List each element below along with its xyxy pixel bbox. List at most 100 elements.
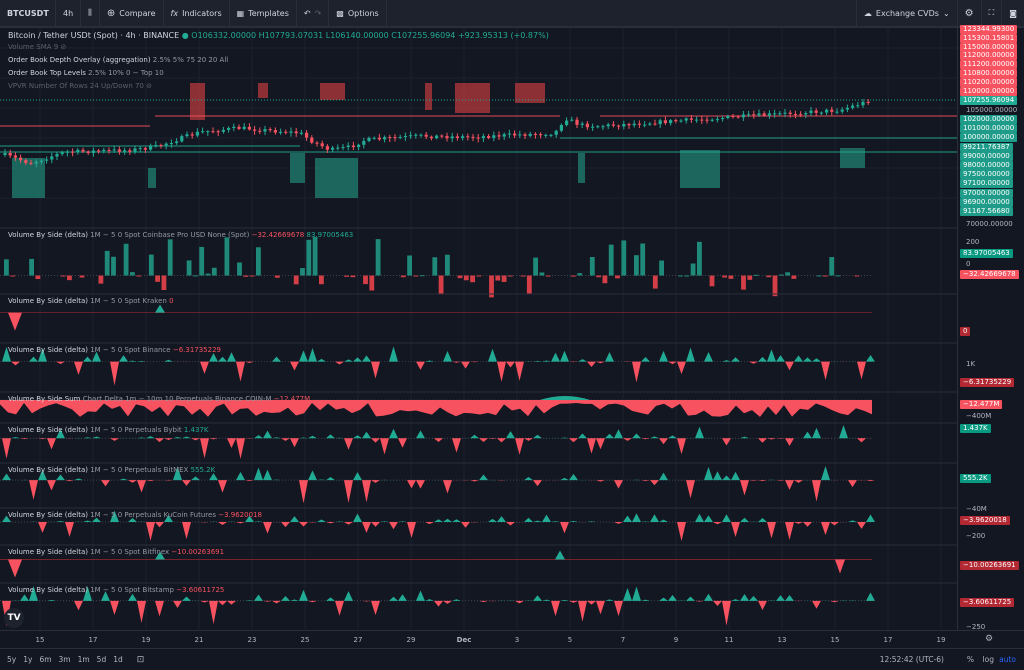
delta-spike	[371, 361, 380, 379]
delta-spike	[173, 466, 182, 481]
indicators-button[interactable]: fx Indicators	[164, 0, 230, 26]
delta-spike	[155, 551, 165, 560]
gear-icon: ⚙	[964, 7, 974, 19]
candle	[523, 134, 527, 136]
snapshot-button[interactable]: ◙	[1002, 0, 1024, 26]
candle	[747, 114, 751, 116]
range-1y[interactable]: 1y	[23, 655, 33, 664]
range-3m[interactable]: 3m	[58, 655, 71, 664]
last-price-label: 107255.96094	[960, 96, 1018, 105]
range-5y[interactable]: 5y	[7, 655, 17, 664]
delta-spike	[479, 600, 488, 603]
chart-plot[interactable]	[0, 28, 957, 630]
delta-spike	[470, 480, 479, 482]
delta-spike	[425, 522, 434, 525]
candle	[206, 131, 210, 133]
clock: 12:52:42 (UTC-6)	[879, 655, 944, 664]
bid-depth-block	[680, 150, 720, 188]
chart-type-button[interactable]: ⫼	[81, 0, 100, 26]
log-toggle[interactable]: log	[982, 655, 994, 664]
pane-legend[interactable]: Volume By Side (delta) 1M − 5 0 Spot Bit…	[8, 586, 224, 594]
bid-price-label: 99211.76387	[960, 142, 1013, 152]
delta-bar	[67, 275, 72, 281]
redo-icon[interactable]: ↷	[314, 8, 322, 18]
fullscreen-icon: ⛶	[988, 8, 995, 17]
delta-spike	[29, 356, 38, 362]
delta-spike	[686, 347, 695, 362]
candle	[13, 155, 17, 158]
delta-spike	[254, 467, 263, 481]
range-1m[interactable]: 1m	[77, 655, 90, 664]
time-tick: 11	[724, 636, 734, 644]
pane-legend[interactable]: Volume By Side Sum Chart Delta 1m − 10m …	[8, 395, 310, 403]
study-value: −32.42669678	[251, 231, 305, 239]
pane-legend[interactable]: Volume By Side (delta) 1M − 5 0 Spot Kra…	[8, 297, 174, 305]
auto-toggle[interactable]: auto	[999, 655, 1016, 664]
study-vpvr[interactable]: VPVR Number Of Rows 24 Up/Down 70 ⊘	[8, 82, 152, 90]
candle	[695, 119, 699, 121]
delta-bar	[300, 268, 305, 276]
delta-spike	[146, 522, 155, 541]
candle	[102, 149, 106, 152]
tradingview-logo[interactable]: TV	[4, 608, 24, 628]
range-5d[interactable]: 5d	[96, 655, 107, 664]
candle	[617, 125, 621, 127]
delta-spike	[416, 430, 425, 439]
delta-bar	[690, 263, 696, 276]
delta-spike	[758, 438, 767, 443]
study-volume-sma[interactable]: Volume SMA 9 ⊘	[8, 43, 66, 51]
templates-button[interactable]: ▦ Templates	[230, 0, 297, 26]
candle	[237, 126, 241, 129]
price-axis[interactable]: 123344.99300 115300.15801 115000.00000 1120…	[957, 25, 1024, 631]
study-params: 2.5% 5% 75 20 20 All	[152, 56, 229, 64]
bid-price-label: 97100.00000	[960, 179, 1013, 189]
delta-spike	[110, 510, 119, 523]
settings-button[interactable]: ⚙	[958, 0, 982, 26]
delta-spike	[434, 519, 443, 523]
candle	[450, 136, 454, 139]
candle	[81, 149, 85, 152]
pane-legend[interactable]: Volume By Side (delta) 1M − 5 0 Perpetua…	[8, 426, 209, 434]
pane-legend[interactable]: Volume By Side (delta) 1M − 5 0 Perpetua…	[8, 511, 262, 519]
candle	[435, 135, 439, 139]
chart-area[interactable]: Bitcoin / Tether USDt (Spot) · 4h · BINA…	[0, 28, 957, 630]
delta-spike	[740, 517, 749, 523]
study-top-levels[interactable]: Order Book Top Levels 2.5% 10% 0 − Top 1…	[8, 69, 164, 77]
range-6m[interactable]: 6m	[39, 655, 52, 664]
pane-legend[interactable]: Volume By Side (delta) 1M − 5 0 Spot Coi…	[8, 231, 353, 239]
candle	[783, 112, 787, 114]
delta-bar	[104, 250, 110, 276]
pane-legend[interactable]: Volume By Side (delta) 1M − 5 0 Spot Bit…	[8, 548, 224, 556]
delta-spike	[245, 600, 254, 601]
undo-icon[interactable]: ↶	[303, 8, 311, 18]
delta-spike	[812, 480, 821, 502]
fullscreen-button[interactable]: ⛶	[982, 0, 1003, 26]
candle	[851, 105, 855, 108]
range-1d[interactable]: 1d	[113, 655, 123, 664]
delta-spike	[227, 438, 236, 448]
delta-spike	[659, 350, 668, 362]
options-button[interactable]: ▩ Options	[329, 0, 387, 26]
candle	[138, 148, 142, 150]
delta-spike	[632, 586, 641, 601]
goto-date-icon[interactable]: ⊡	[136, 654, 145, 665]
pane-legend[interactable]: Volume By Side (delta) 1M − 5 0 Perpetua…	[8, 466, 215, 474]
percent-toggle[interactable]: %	[966, 655, 974, 664]
study-depth-overlay[interactable]: Order Book Depth Overlay (aggregation) 2…	[8, 56, 228, 64]
time-axis[interactable]: ⚙ 15 17 19 21 23 25 27 29 Dec 3 5 7 9 11 13 15 17 19	[0, 630, 1024, 648]
delta-spike	[38, 438, 47, 440]
delta-spike	[344, 591, 353, 601]
candle	[679, 120, 683, 122]
compare-button[interactable]: ⊕ Compare	[100, 0, 164, 26]
delta-spike	[335, 521, 344, 523]
eye-hidden-icon[interactable]: ⊘	[146, 82, 152, 90]
symbol-search[interactable]: BTCUSDT	[0, 0, 56, 26]
candle	[518, 134, 522, 136]
layout-button[interactable]: ☁ Exchange CVDs ⌄	[855, 0, 958, 26]
delta-bar	[501, 275, 507, 282]
eye-hidden-icon[interactable]: ⊘	[60, 43, 67, 51]
pane-legend[interactable]: Volume By Side (delta) 1M − 5 0 Spot Bin…	[8, 346, 221, 354]
bid-price-label: 96900.00000	[960, 197, 1013, 207]
gear-icon[interactable]: ⚙	[985, 634, 994, 644]
interval-button[interactable]: 4h	[56, 0, 82, 26]
